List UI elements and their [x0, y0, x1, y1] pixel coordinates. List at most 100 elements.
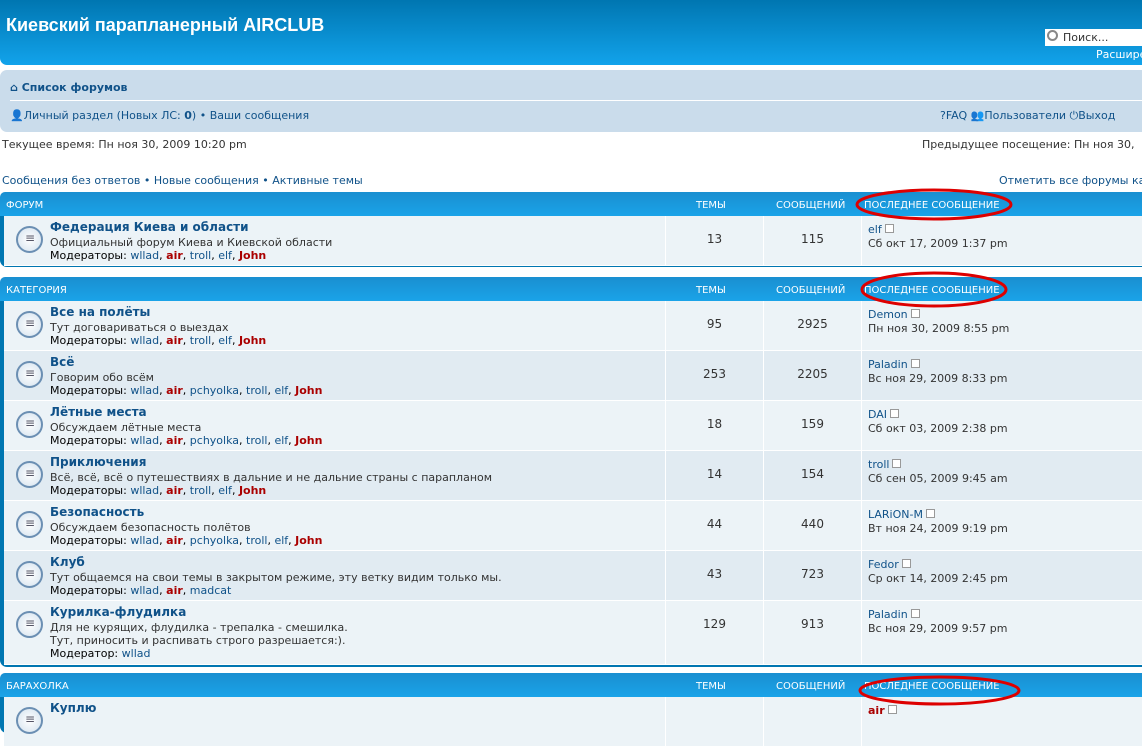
- view-latest-post-icon[interactable]: [892, 459, 902, 468]
- moderator-link[interactable]: John: [238, 249, 267, 262]
- topics-header: ТЕМЫ: [696, 285, 726, 296]
- moderator-link[interactable]: wllad: [130, 534, 160, 547]
- forum-read-icon: [16, 311, 43, 338]
- last-post: Paladin Вс ноя 29, 2009 8:33 pm: [861, 351, 1008, 400]
- own-posts-link[interactable]: Ваши сообщения: [209, 109, 310, 122]
- posts-header: СООБЩЕНИЙ: [776, 681, 846, 692]
- moderator-link[interactable]: wllad: [121, 647, 151, 660]
- forum-category-block: БАРАХОЛКА ТЕМЫ СООБЩЕНИЙ ПОСЛЕДНЕЕ СООБЩ…: [0, 673, 1142, 747]
- view-latest-post-icon[interactable]: [910, 309, 920, 318]
- moderator-link[interactable]: troll: [189, 249, 212, 262]
- forum-desc-line: Обсуждаем безопасность полётов: [50, 521, 251, 534]
- forum-row: Всё Говорим обо всём Модераторы: wllad, …: [4, 351, 1142, 401]
- view-latest-post-icon[interactable]: [884, 224, 894, 233]
- last-visit: Предыдущее посещение: Пн ноя 30,: [922, 138, 1135, 151]
- view-latest-post-icon[interactable]: [887, 705, 897, 714]
- search-input[interactable]: Поиск...: [1045, 29, 1142, 46]
- forum-title-link[interactable]: Клуб: [50, 555, 85, 569]
- moderator-link[interactable]: pchyolka: [189, 384, 240, 397]
- advanced-search-link[interactable]: Расшире: [1096, 48, 1142, 61]
- moderators: Модераторы: wllad, air, pchyolka, troll,…: [50, 534, 323, 547]
- moderator-link[interactable]: air: [166, 249, 183, 262]
- moderator-link[interactable]: madcat: [189, 584, 232, 597]
- ucp-link[interactable]: Личный раздел (Новых ЛС: 0): [24, 109, 197, 122]
- last-post: DAI Сб окт 03, 2009 2:38 pm: [861, 401, 1008, 450]
- moderator-link[interactable]: troll: [246, 534, 268, 547]
- category-title[interactable]: БАРАХОЛКА: [6, 681, 69, 692]
- forum-index-link[interactable]: ⌂ Список форумов: [10, 81, 128, 94]
- forum-row: Курилка-флудилка Для не курящих, флудилк…: [4, 601, 1142, 665]
- moderator-link[interactable]: air: [166, 534, 183, 547]
- moderator-link[interactable]: troll: [246, 384, 268, 397]
- moderator-link[interactable]: wllad: [130, 584, 160, 597]
- posts-count: 440: [763, 501, 861, 550]
- last-post-author[interactable]: Paladin: [868, 358, 908, 371]
- category-title[interactable]: КАТЕГОРИЯ: [6, 285, 67, 296]
- moderator-link[interactable]: John: [238, 334, 267, 347]
- view-latest-post-icon[interactable]: [901, 559, 911, 568]
- new-posts-link[interactable]: Новые сообщения: [153, 174, 259, 187]
- moderator-link[interactable]: troll: [189, 484, 212, 497]
- forum-title-link[interactable]: Курилка-флудилка: [50, 605, 187, 619]
- view-latest-post-icon[interactable]: [910, 609, 920, 618]
- forum-title-link[interactable]: Всё: [50, 355, 75, 369]
- forum-title-link[interactable]: Приключения: [50, 455, 147, 469]
- moderator-link[interactable]: John: [295, 384, 323, 397]
- logout-link[interactable]: Выход: [1078, 109, 1116, 122]
- moderator-link[interactable]: air: [166, 434, 183, 447]
- moderator-link[interactable]: wllad: [130, 334, 160, 347]
- last-post-author[interactable]: DAI: [868, 408, 888, 421]
- last-post-author[interactable]: air: [868, 704, 885, 717]
- forum-row: Все на полёты Тут договариваться о выезд…: [4, 301, 1142, 351]
- moderator-link[interactable]: pchyolka: [189, 534, 240, 547]
- moderator-link[interactable]: elf: [218, 249, 232, 262]
- last-post-author[interactable]: Paladin: [868, 608, 908, 621]
- moderator-link[interactable]: elf: [274, 384, 289, 397]
- moderator-link[interactable]: wllad: [130, 249, 160, 262]
- moderator-link[interactable]: troll: [189, 334, 212, 347]
- moderator-link[interactable]: pchyolka: [189, 434, 240, 447]
- forum-description: Официальный форум Киева и Киевской облас…: [50, 236, 332, 262]
- moderator-link[interactable]: air: [166, 334, 183, 347]
- moderator-link[interactable]: air: [166, 484, 183, 497]
- moderator-link[interactable]: wllad: [130, 434, 160, 447]
- view-latest-post-icon[interactable]: [910, 359, 920, 368]
- unanswered-link[interactable]: Сообщения без ответов: [2, 174, 141, 187]
- moderator-link[interactable]: elf: [274, 534, 289, 547]
- moderator-link[interactable]: elf: [218, 334, 232, 347]
- forum-title-link[interactable]: Федерация Киева и области: [50, 220, 249, 234]
- members-link[interactable]: Пользователи: [984, 109, 1067, 122]
- forum-title-link[interactable]: Безопасность: [50, 505, 145, 519]
- faq-link[interactable]: FAQ: [945, 109, 968, 122]
- moderator-link[interactable]: John: [238, 484, 267, 497]
- forum-title-link[interactable]: Лётные места: [50, 405, 147, 419]
- view-latest-post-icon[interactable]: [890, 409, 900, 418]
- category-title[interactable]: ФОРУМ: [6, 200, 44, 211]
- moderator-link[interactable]: elf: [218, 484, 232, 497]
- moderator-link[interactable]: air: [166, 584, 183, 597]
- forum-row: Куплю air: [4, 697, 1142, 747]
- topics-header: ТЕМЫ: [696, 200, 726, 211]
- moderator-link[interactable]: John: [295, 534, 323, 547]
- last-post-author[interactable]: troll: [868, 458, 890, 471]
- moderator-link[interactable]: troll: [246, 434, 268, 447]
- current-time: Текущее время: Пн ноя 30, 2009 10:20 pm: [2, 138, 247, 151]
- posts-count: 115: [763, 216, 861, 265]
- moderator-link[interactable]: wllad: [130, 384, 160, 397]
- active-topics-link[interactable]: Активные темы: [272, 174, 363, 187]
- last-post-author[interactable]: elf: [868, 223, 882, 236]
- last-post-author[interactable]: Demon: [868, 308, 908, 321]
- moderator-link[interactable]: John: [295, 434, 323, 447]
- posts-count: 2925: [763, 301, 861, 350]
- forum-title-link[interactable]: Все на полёты: [50, 305, 151, 319]
- topics-count: 14: [665, 451, 763, 500]
- moderator-link[interactable]: elf: [274, 434, 289, 447]
- forum-desc-line: Официальный форум Киева и Киевской облас…: [50, 236, 333, 249]
- view-latest-post-icon[interactable]: [925, 509, 935, 518]
- last-post-author[interactable]: Fedor: [868, 558, 899, 571]
- moderator-link[interactable]: wllad: [130, 484, 160, 497]
- moderator-link[interactable]: air: [166, 384, 183, 397]
- last-post-author[interactable]: LARiON-M: [868, 508, 923, 521]
- forum-title-link[interactable]: Куплю: [50, 701, 97, 715]
- mark-read-link[interactable]: Отметить все форумы ка: [999, 174, 1142, 187]
